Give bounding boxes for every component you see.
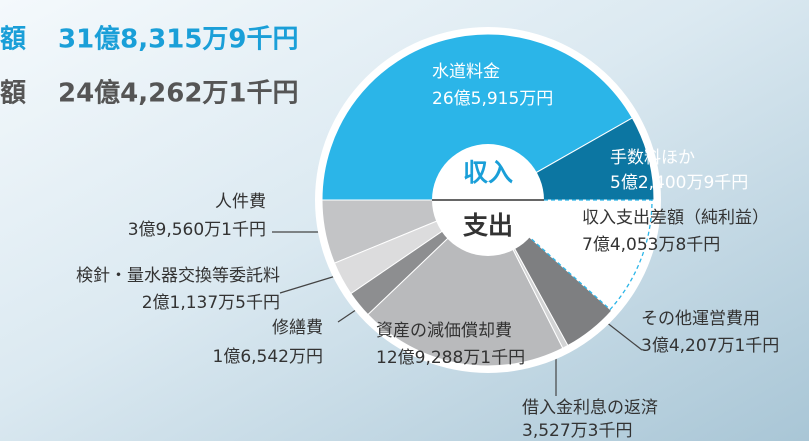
segment-value: 12億9,288万1千円 <box>376 348 525 368</box>
summary-label: 額 <box>0 25 26 55</box>
segment-name: 水道料金 <box>432 62 500 82</box>
segment-name: 人件費 <box>215 192 266 212</box>
segment-name: 検針・量水器交換等委託料 <box>76 266 280 286</box>
segment-name: 修繕費 <box>272 318 323 338</box>
summary-value: 31億8,315万9千円 <box>58 25 299 55</box>
segment-name: 手数料ほか <box>610 148 695 168</box>
segment-value: 5億2,400万9千円 <box>610 173 748 193</box>
segment-name: 収入支出差額（純利益） <box>582 208 769 228</box>
segment-value: 3億9,560万1千円 <box>128 220 266 240</box>
segment-value: 2億1,137万5千円 <box>142 293 280 313</box>
segment-name: 資産の減価償却費 <box>376 321 512 341</box>
segment-value: 3億4,207万1千円 <box>641 336 779 356</box>
segment-name: 借入金利息の返済 <box>522 398 658 418</box>
center-expense: 支出 <box>463 211 513 240</box>
summary-value: 24億4,262万1千円 <box>58 79 299 109</box>
segment-name: その他運営費用 <box>641 309 760 329</box>
segment-value: 1億6,542万円 <box>213 347 323 367</box>
center-income: 収入 <box>463 158 513 187</box>
segment-value: 7億4,053万8千円 <box>582 235 720 255</box>
infographic: 額31億8,315万9千円額24億4,262万1千円収入支出水道料金26億5,9… <box>0 0 809 441</box>
segment-value: 3,527万3千円 <box>522 421 632 441</box>
summary-label: 額 <box>0 79 26 109</box>
segment-value: 26億5,915万円 <box>432 89 553 109</box>
